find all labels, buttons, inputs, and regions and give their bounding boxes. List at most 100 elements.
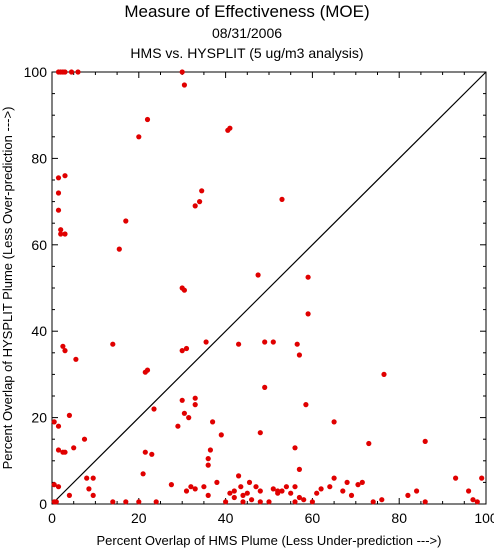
scatter-point bbox=[53, 499, 59, 505]
scatter-point bbox=[331, 475, 337, 481]
scatter-point bbox=[58, 231, 64, 237]
y-tick-label: 80 bbox=[31, 150, 47, 166]
scatter-point bbox=[116, 246, 122, 252]
scatter-point bbox=[68, 69, 75, 75]
scatter-point bbox=[246, 479, 253, 485]
x-tick-label: 0 bbox=[48, 510, 56, 526]
scatter-point bbox=[303, 402, 309, 408]
scatter-point bbox=[470, 497, 476, 503]
x-axis-label: Percent Overlap of HMS Plume (Less Under… bbox=[97, 533, 442, 548]
scatter-point bbox=[292, 484, 298, 490]
scatter-point bbox=[188, 484, 194, 490]
scatter-point bbox=[340, 488, 346, 494]
scatter-point bbox=[62, 69, 68, 75]
scatter-point bbox=[144, 116, 151, 123]
scatter-point bbox=[266, 499, 272, 505]
scatter-point bbox=[55, 484, 62, 490]
scatter-point bbox=[240, 492, 246, 498]
scatter-point bbox=[270, 339, 276, 345]
reference-line-one-to-one bbox=[51, 71, 487, 505]
scatter-point bbox=[55, 447, 62, 453]
y-tick-label: 60 bbox=[31, 237, 47, 253]
scatter-point bbox=[123, 218, 129, 224]
scatter-point bbox=[60, 343, 66, 349]
scatter-point bbox=[199, 188, 205, 194]
scatter-point bbox=[90, 475, 96, 481]
scatter-point bbox=[344, 479, 350, 485]
scatter-point bbox=[379, 497, 385, 503]
scatter-point bbox=[153, 499, 159, 505]
scatter-point bbox=[66, 412, 72, 418]
scatter-point bbox=[474, 499, 480, 505]
scatter-point bbox=[414, 488, 420, 494]
scatter-point bbox=[75, 69, 81, 75]
scatter-point bbox=[140, 471, 146, 477]
scatter-point bbox=[218, 432, 224, 438]
scatter-point bbox=[192, 203, 198, 209]
scatter-point bbox=[301, 497, 307, 503]
scatter-point bbox=[207, 447, 213, 453]
scatter-point bbox=[257, 430, 263, 436]
scatter-point bbox=[55, 175, 62, 181]
scatter-point bbox=[236, 473, 242, 479]
scatter-point bbox=[279, 196, 285, 202]
scatter-point bbox=[192, 395, 198, 401]
y-tick-label: 0 bbox=[39, 496, 47, 512]
scatter-point bbox=[227, 490, 233, 496]
scatter-point bbox=[181, 82, 187, 88]
scatter-point bbox=[51, 419, 57, 425]
scatter-point bbox=[292, 445, 298, 451]
scatter-point bbox=[62, 449, 68, 455]
x-tick-label: 80 bbox=[391, 510, 407, 526]
scatter-point bbox=[288, 490, 294, 496]
scatter-point bbox=[296, 466, 302, 472]
scatter-point bbox=[262, 339, 268, 345]
chart-date: 08/31/2006 bbox=[212, 25, 282, 41]
scatter-point bbox=[422, 438, 428, 444]
scatter-point bbox=[294, 341, 300, 347]
scatter-point bbox=[205, 462, 211, 468]
scatter-point bbox=[86, 486, 92, 492]
scatter-point bbox=[318, 486, 324, 492]
scatter-point bbox=[249, 497, 255, 503]
scatter-point bbox=[179, 397, 185, 403]
scatter-point bbox=[55, 190, 62, 196]
scatter-point bbox=[214, 479, 220, 485]
scatter-point bbox=[151, 406, 157, 412]
scatter-point bbox=[223, 499, 229, 505]
scatter-point bbox=[231, 488, 237, 494]
scatter-point bbox=[453, 475, 459, 481]
scatter-point bbox=[136, 134, 142, 140]
x-tick-label: 40 bbox=[218, 510, 234, 526]
scatter-point bbox=[405, 492, 411, 498]
scatter-point bbox=[51, 482, 57, 488]
scatter-point bbox=[309, 499, 315, 505]
scatter-point bbox=[314, 490, 320, 496]
scatter-point bbox=[192, 402, 198, 408]
scatter-point bbox=[168, 482, 174, 488]
x-tick-label: 100 bbox=[474, 510, 494, 526]
scatter-point bbox=[110, 341, 116, 347]
scatter-point bbox=[149, 451, 155, 457]
scatter-point bbox=[283, 484, 289, 490]
scatter-point bbox=[205, 492, 211, 498]
scatter-point bbox=[186, 415, 192, 421]
scatter-point bbox=[240, 499, 246, 505]
chart-title: Measure of Effectiveness (MOE) bbox=[124, 2, 369, 21]
scatter-point bbox=[270, 486, 276, 492]
scatter-point bbox=[62, 231, 68, 237]
scatter-point bbox=[296, 494, 302, 501]
scatter-point bbox=[296, 352, 302, 358]
scatter-point bbox=[142, 449, 148, 455]
scatter-point bbox=[370, 499, 376, 505]
scatter-point bbox=[181, 410, 187, 416]
scatter-point bbox=[359, 479, 365, 485]
scatter-point bbox=[62, 173, 68, 179]
scatter-point bbox=[55, 423, 62, 429]
scatter-point bbox=[55, 207, 62, 213]
scatter-point bbox=[327, 484, 333, 490]
scatter-point bbox=[257, 488, 263, 494]
scatter-point bbox=[253, 484, 259, 490]
